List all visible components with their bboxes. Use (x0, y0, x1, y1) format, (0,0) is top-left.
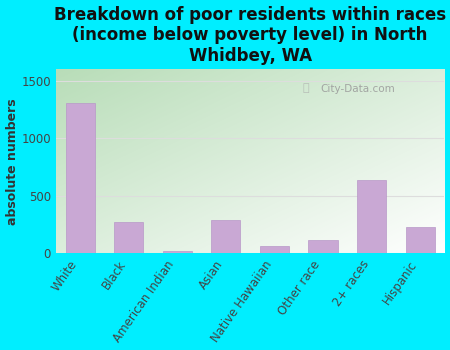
Bar (405, 227, 435, 253)
Bar (66, 103, 94, 253)
Text: City-Data.com: City-Data.com (320, 84, 395, 94)
Title: Breakdown of poor residents within races
(income below poverty level) in North
W: Breakdown of poor residents within races… (54, 6, 446, 65)
Bar (357, 180, 386, 253)
Bar (114, 222, 143, 253)
Text: ⓘ: ⓘ (302, 83, 309, 93)
Bar (260, 246, 289, 253)
Y-axis label: absolute numbers: absolute numbers (5, 98, 18, 225)
Bar (308, 240, 338, 253)
Bar (211, 220, 240, 253)
Bar (163, 251, 192, 253)
